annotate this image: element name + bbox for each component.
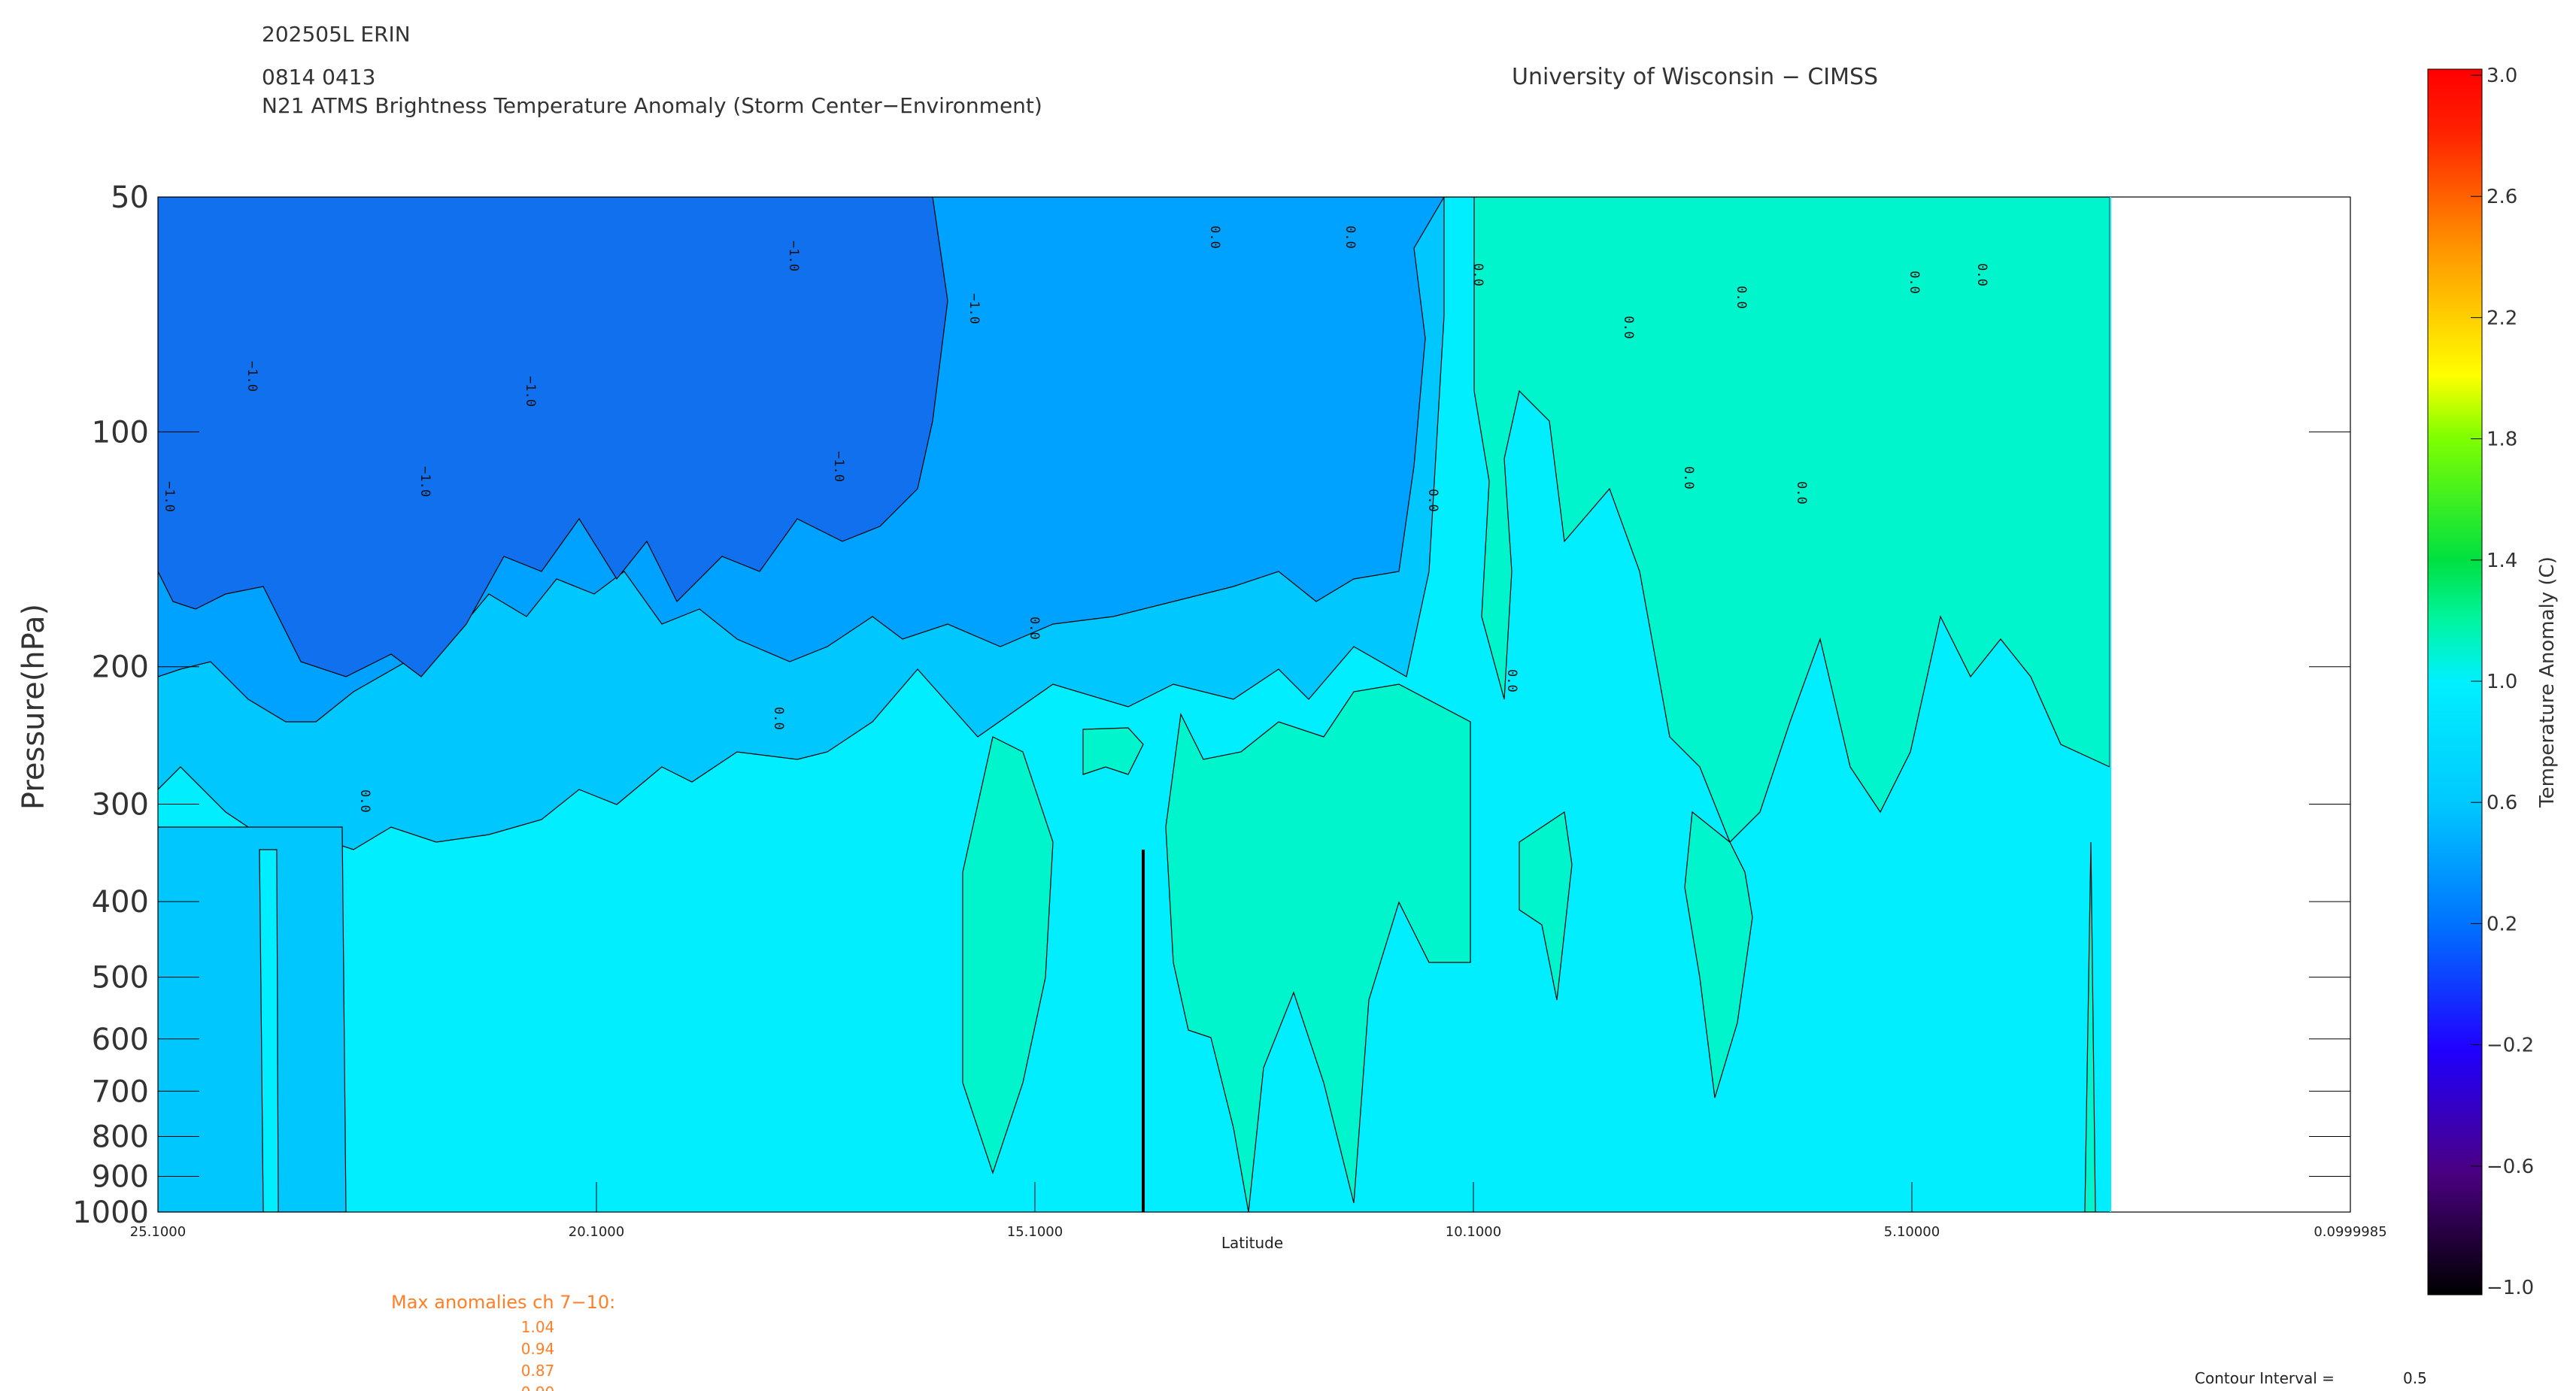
colorbar-ticks: 3.0 2.6 2.2 1.8 1.4 1.0 0.6 0.2 −0.2 −0.6 −1.0: [2471, 65, 2534, 1299]
contour-label: −1.0: [417, 466, 432, 497]
contour-label: 0.0: [1974, 263, 1989, 286]
y-tick-label: 200: [92, 650, 149, 685]
contour-labels: −1.0 −1.0 −1.0 −1.0 −1.0 −1.0 0.0 0.0 0.0 0.0 0.0 0…: [162, 226, 1989, 813]
x-axis-label: Latitude: [1221, 1234, 1283, 1252]
colorbar-tick-label: 1.0: [2486, 671, 2517, 693]
contour-label: −1.0: [831, 451, 846, 482]
x-tick-label: 25.1000: [130, 1224, 186, 1240]
colorbar-tick-label: 0.2: [2486, 913, 2517, 935]
max-anomaly-value: 0.94: [521, 1340, 555, 1358]
y-axis-label: Pressure(hPa): [17, 604, 51, 810]
colorbar-tick-label: 1.4: [2486, 550, 2517, 572]
pocket-3: [1684, 811, 1753, 1099]
contour-label: 0.0: [1794, 481, 1809, 505]
max-anomaly-value: 1.04: [521, 1318, 555, 1336]
max-anomaly-value: 0.90: [521, 1383, 555, 1391]
contour-label: 0.0: [1425, 489, 1440, 512]
contour-label: 0.0: [1470, 263, 1485, 286]
max-anomalies-values: 1.04 0.94 0.87 0.90: [521, 1318, 555, 1391]
contour-label: 0.0: [1681, 466, 1696, 489]
contour-label: 0.0: [1343, 226, 1358, 249]
x-axis: 25.1000 20.1000 15.1000 10.1000 5.10000 0.099…: [130, 1182, 2387, 1240]
colorbar-tick-label: 2.6: [2486, 186, 2517, 208]
no-data-region: [2110, 197, 2350, 1212]
x-tick-label: 15.1000: [1007, 1224, 1063, 1240]
y-tick-label: 400: [92, 885, 149, 920]
contour-label: −1.0: [162, 481, 177, 512]
contour-label: −1.0: [244, 361, 259, 392]
contour-label: 0.0: [357, 789, 372, 813]
colorbar: [2427, 68, 2483, 1296]
data-extent-mask: [2110, 197, 2111, 1212]
y-tick-label: 1000: [72, 1196, 149, 1230]
x-tick-label: 0.0999985: [2314, 1224, 2386, 1240]
contour-label: 0.0: [1907, 271, 1922, 294]
streak-left-inner: [259, 849, 279, 1212]
y-tick-label: 800: [92, 1120, 149, 1154]
streak-left-band: [158, 826, 347, 1212]
pocket-1: [962, 736, 1054, 1174]
streak-right: [2084, 841, 2096, 1212]
y-tick-label: 50: [111, 180, 149, 215]
contour-label: 0.0: [1027, 617, 1042, 640]
contour-interval-value: 0.5: [2403, 1369, 2427, 1387]
y-tick-label: 500: [92, 961, 149, 996]
colorbar-tick-label: 2.2: [2486, 307, 2517, 329]
contour-interval-label: Contour Interval =: [2195, 1369, 2335, 1387]
y-tick-label: 900: [92, 1160, 149, 1195]
pocket-4: [1519, 811, 1573, 1001]
band-neg1.0-to-neg0.5: [158, 197, 948, 677]
obs-time: 0814 0413: [262, 65, 375, 89]
storm-id: 202505L ERIN: [262, 22, 411, 47]
max-anomalies-title: Max anomalies ch 7−10:: [391, 1292, 615, 1313]
colorbar-label: Temperature Anomaly (C): [2536, 556, 2559, 808]
x-tick-label: 10.1000: [1446, 1224, 1501, 1240]
colorbar-tick-label: 0.6: [2486, 792, 2517, 814]
y-tick-label: 600: [92, 1023, 149, 1057]
contour-label: 0.0: [1504, 669, 1519, 692]
y-tick-label: 700: [92, 1074, 149, 1109]
y-tick-label: 100: [92, 415, 149, 450]
anomaly-field: [158, 197, 2350, 1212]
contour-label: −1.0: [966, 293, 982, 324]
institution-label: University of Wisconsin − CIMSS: [1512, 64, 1878, 90]
colorbar-tick-label: 1.8: [2486, 429, 2517, 451]
contour-label: 0.0: [1207, 226, 1222, 249]
colorbar-tick-label: −0.6: [2486, 1156, 2534, 1178]
chart-subtitle: N21 ATMS Brightness Temperature Anomaly …: [262, 93, 1042, 118]
contour-label: −1.0: [523, 376, 538, 407]
y-tick-label: 300: [92, 787, 149, 822]
plot-frame: [157, 196, 2351, 1213]
pocket-2: [1165, 683, 1471, 1212]
contour-label: 0.0: [771, 707, 786, 730]
colorbar-tick-label: −1.0: [2486, 1277, 2534, 1299]
colorbar-tick-label: 3.0: [2486, 65, 2517, 87]
contour-label: −1.0: [786, 241, 801, 271]
contour-label: 0.0: [1734, 286, 1749, 309]
colorbar-tick-label: −0.2: [2486, 1035, 2534, 1057]
x-tick-label: 20.1000: [569, 1224, 624, 1240]
x-tick-label: 5.10000: [1884, 1224, 1940, 1240]
max-anomaly-value: 0.87: [521, 1362, 555, 1380]
contour-label: 0.0: [1621, 316, 1636, 339]
pocket-5: [1082, 727, 1144, 775]
